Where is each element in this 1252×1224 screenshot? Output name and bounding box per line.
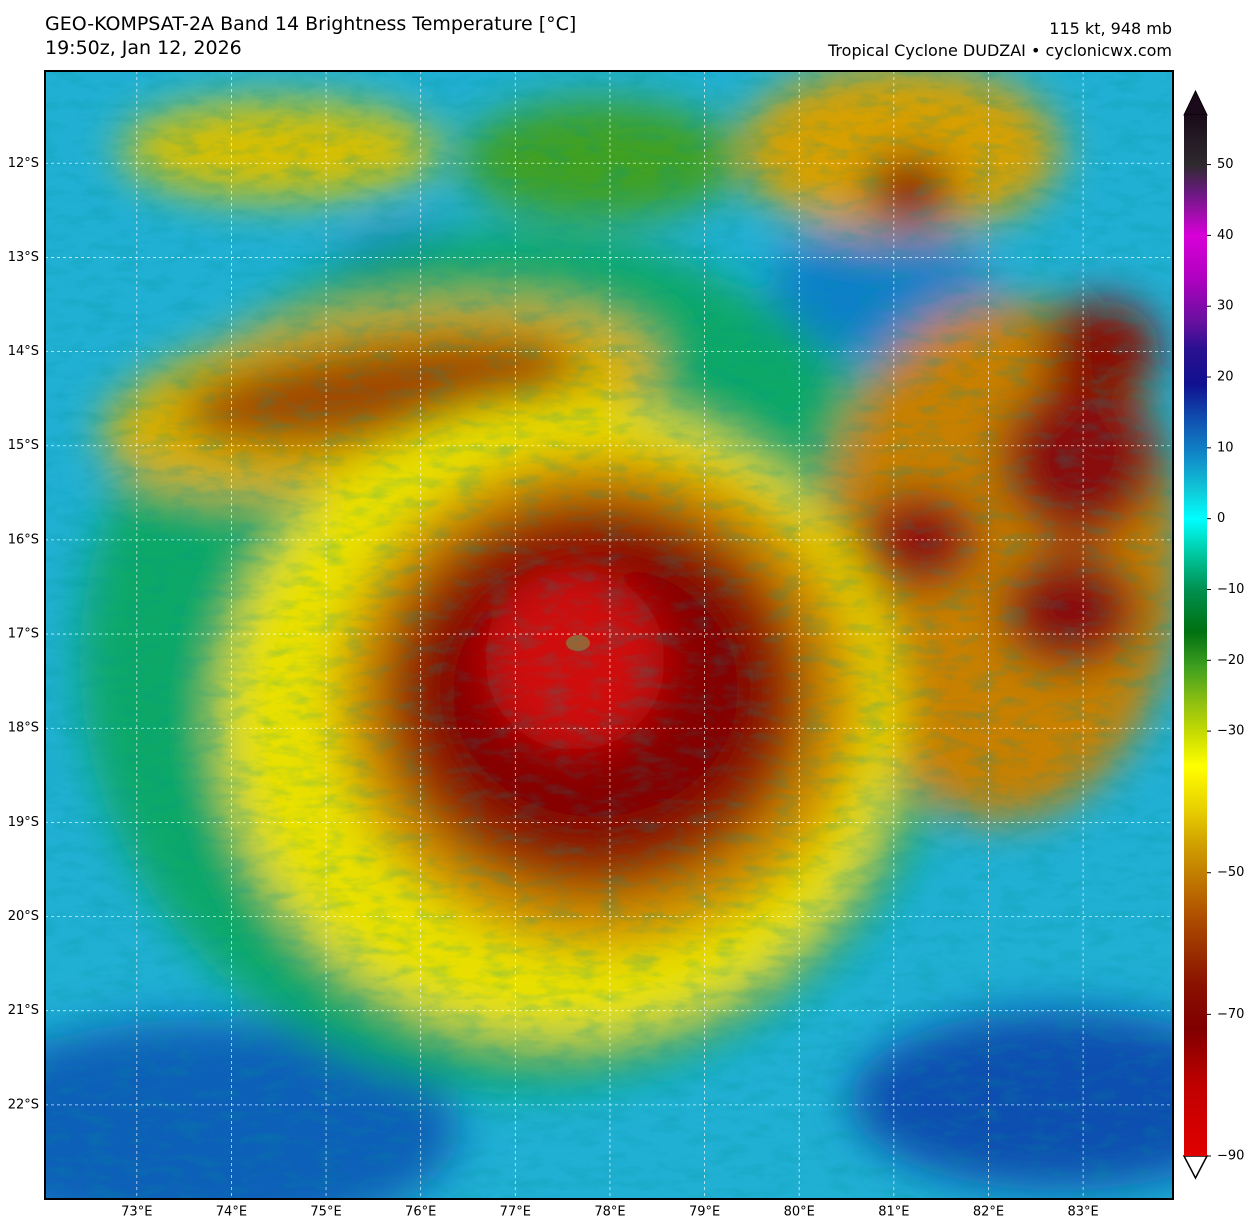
title: GEO-KOMPSAT-2A Band 14 Brightness Temper… xyxy=(45,13,576,35)
map-frame xyxy=(44,70,1174,1200)
source: Tropical Cyclone DUDZAI • cyclonicwx.com xyxy=(827,41,1172,60)
x-tick-label: 75°E xyxy=(310,1205,341,1220)
colorbar-tick-label: −90 xyxy=(1217,1149,1244,1164)
grid xyxy=(45,71,1173,1199)
y-tick-label: 22°S xyxy=(8,1097,39,1112)
y-tick-label: 15°S xyxy=(8,438,39,453)
y-tick-label: 17°S xyxy=(8,627,39,642)
y-tick-label: 16°S xyxy=(8,532,39,547)
colorbar-scale xyxy=(1184,115,1207,1156)
x-tick-label: 76°E xyxy=(405,1205,436,1220)
subtitle: 19:50z, Jan 12, 2026 xyxy=(45,37,242,59)
y-tick-label: 18°S xyxy=(8,721,39,736)
x-tick-label: 80°E xyxy=(784,1205,815,1220)
colorbar-tick-label: 0 xyxy=(1217,511,1225,526)
x-tick-label: 73°E xyxy=(121,1205,152,1220)
colorbar-tick-label: −70 xyxy=(1217,1007,1244,1022)
y-tick-label: 19°S xyxy=(8,815,39,830)
y-tick-label: 21°S xyxy=(8,1003,39,1018)
y-tick-label: 12°S xyxy=(8,156,39,171)
intensity: 115 kt, 948 mb xyxy=(1049,19,1172,38)
colorbar-tick-label: 20 xyxy=(1217,370,1234,385)
colorbar-tick-label: 50 xyxy=(1217,157,1234,172)
x-tick-label: 83°E xyxy=(1067,1205,1098,1220)
colorbar-top-arrow xyxy=(1183,89,1208,116)
colorbar-tick-label: 40 xyxy=(1217,228,1234,243)
x-tick-label: 74°E xyxy=(216,1205,247,1220)
x-tick-label: 77°E xyxy=(500,1205,531,1220)
x-tick-label: 79°E xyxy=(689,1205,720,1220)
y-tick-label: 13°S xyxy=(8,250,39,265)
x-tick-label: 81°E xyxy=(878,1205,909,1220)
x-tick-label: 78°E xyxy=(594,1205,625,1220)
y-tick-label: 20°S xyxy=(8,909,39,924)
y-tick-label: 14°S xyxy=(8,344,39,359)
colorbar-tick-label: −20 xyxy=(1217,653,1244,668)
x-tick-label: 82°E xyxy=(973,1205,1004,1220)
colorbar-tick-label: −50 xyxy=(1217,865,1244,880)
colorbar-bottom-arrow xyxy=(1182,1155,1209,1180)
satellite-image xyxy=(45,71,1173,1199)
colorbar-tick-label: −30 xyxy=(1217,724,1244,739)
colorbar-tick-label: 10 xyxy=(1217,440,1234,455)
colorbar-tick-label: −10 xyxy=(1217,582,1244,597)
colorbar: 50 40 30 20 10 0 −10 −20 −30 −50 −70 −90 xyxy=(1182,89,1244,1180)
colorbar-tick-label: 30 xyxy=(1217,299,1234,314)
texture xyxy=(45,71,1173,1199)
